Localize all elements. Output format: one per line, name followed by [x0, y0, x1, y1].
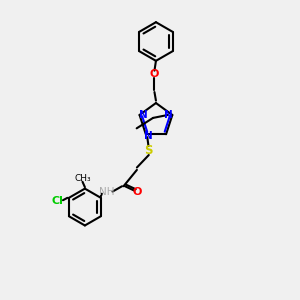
Text: O: O [132, 187, 142, 197]
Text: Cl: Cl [52, 196, 64, 206]
Text: NH: NH [99, 187, 115, 197]
Text: S: S [145, 144, 153, 157]
Text: CH₃: CH₃ [74, 174, 91, 183]
Text: N: N [144, 131, 153, 141]
Text: O: O [150, 69, 159, 79]
Text: N: N [164, 110, 173, 120]
Text: N: N [139, 110, 148, 120]
